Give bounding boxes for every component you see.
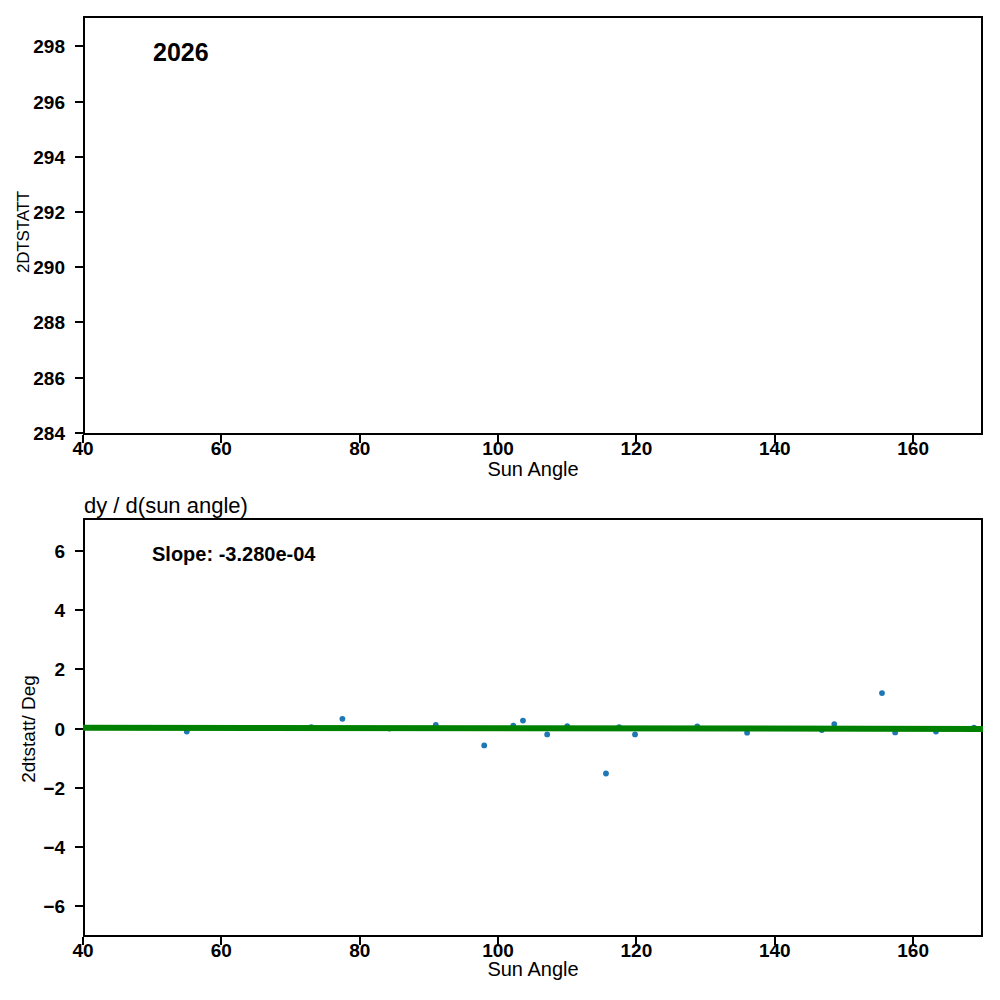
x-tick-label: 160 [897, 941, 929, 960]
scatter-point [481, 742, 487, 748]
x-tick-label: 100 [482, 439, 514, 458]
y-tick-mark [75, 432, 83, 434]
x-tick-label: 100 [482, 941, 514, 960]
y-tick-mark [75, 321, 83, 323]
y-tick-label: 284 [0, 424, 65, 443]
x-tick-label: 140 [759, 941, 791, 960]
y-tick-label: 4 [0, 601, 65, 620]
x-tick-label: 140 [759, 439, 791, 458]
y-tick-label: 288 [0, 313, 65, 332]
x-tick-label: 80 [349, 439, 370, 458]
y-tick-mark [75, 211, 83, 213]
scatter-point [879, 690, 885, 696]
y-tick-mark [75, 846, 83, 848]
y-tick-label: 290 [0, 258, 65, 277]
y-tick-label: −6 [0, 897, 65, 916]
x-tick-label: 40 [72, 941, 93, 960]
scatter-point [340, 716, 346, 722]
y-tick-label: 2 [0, 660, 65, 679]
y-tick-label: −2 [0, 779, 65, 798]
x-tick-label: 60 [211, 439, 232, 458]
scatter-point [603, 771, 609, 777]
x-tick-label: 40 [72, 439, 93, 458]
y-tick-mark [75, 156, 83, 158]
x-tick-label: 80 [349, 941, 370, 960]
y-tick-label: 286 [0, 369, 65, 388]
y-tick-mark [75, 905, 83, 907]
y-tick-mark [75, 45, 83, 47]
y-tick-label: 294 [0, 148, 65, 167]
y-tick-label: 296 [0, 93, 65, 112]
x-tick-label: 120 [621, 439, 653, 458]
y-tick-mark [75, 668, 83, 670]
figure: 2026 2DTSTATT Sun Angle dy / d(sun angle… [0, 0, 1000, 1000]
y-tick-mark [75, 550, 83, 552]
y-tick-label: 292 [0, 203, 65, 222]
y-tick-mark [75, 787, 83, 789]
y-tick-mark [75, 728, 83, 730]
y-tick-label: 0 [0, 720, 65, 739]
y-tick-mark [75, 266, 83, 268]
x-tick-label: 60 [211, 941, 232, 960]
scatter-point [632, 732, 638, 738]
fit-line [83, 728, 983, 729]
y-tick-label: −4 [0, 838, 65, 857]
y-tick-mark [75, 377, 83, 379]
y-tick-label: 6 [0, 542, 65, 561]
scatter-point [544, 732, 550, 738]
x-tick-label: 120 [621, 941, 653, 960]
chart-overlay [0, 0, 1000, 1000]
y-tick-label: 298 [0, 37, 65, 56]
y-tick-mark [75, 101, 83, 103]
scatter-point [520, 718, 526, 724]
x-tick-label: 160 [897, 439, 929, 458]
y-tick-mark [75, 609, 83, 611]
